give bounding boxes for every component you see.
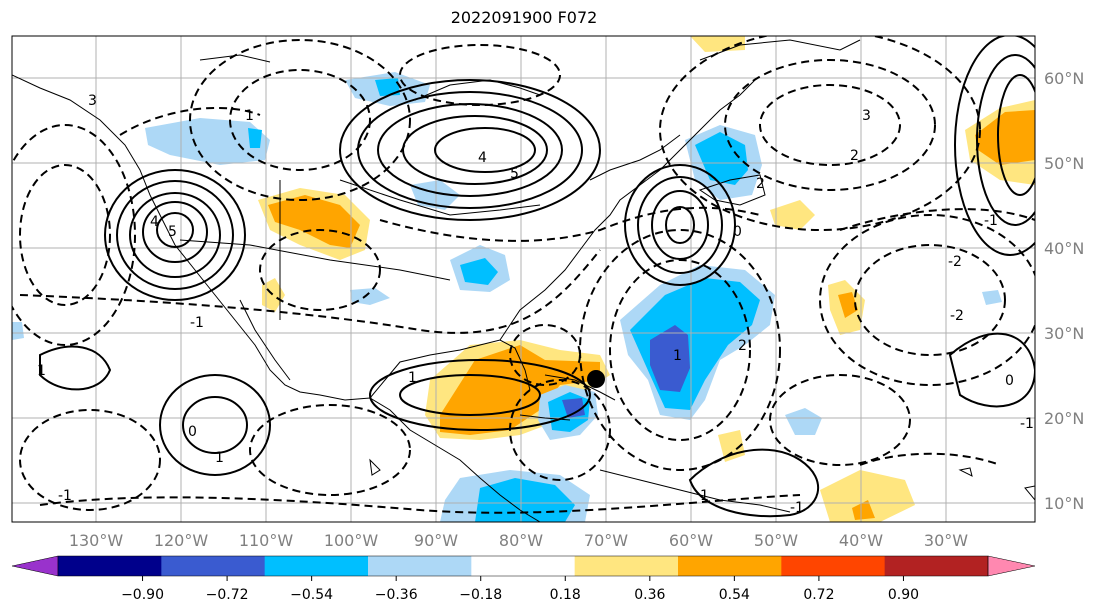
negative-anomaly-region [982,290,1002,305]
contour-label: -1 [58,488,72,504]
negative-anomaly-region [650,325,690,392]
colorbar-segments [58,556,989,576]
contour-label: 3 [862,108,871,124]
colorbar-segment [574,556,679,576]
longitude-labels: 130°W 120°W 110°W 100°W 90°W 80°W 70°W 6… [69,531,968,550]
colorbar-segment [884,556,989,576]
contour-label: 2 [738,338,747,354]
colorbar-ticks: −0.90 −0.72 −0.54 −0.36 −0.18 0.18 0.36 0.54 0.7… [121,576,919,603]
colorbar-segment [264,556,369,576]
colorbar-segment [161,556,266,576]
lon-label: 120°W [154,531,209,550]
colorbar-extend-min [11,555,59,577]
negative-anomaly-region [562,398,585,418]
colorbar-frame [57,555,989,577]
colorbar-tick-label: 0.72 [803,587,834,603]
lat-label: 10°N [1044,494,1084,513]
contour-label: -2 [950,308,964,324]
negative-anomaly-region [695,132,748,185]
negative-anomaly-region [248,128,262,148]
colorbar-segment [678,556,782,576]
colorbar-tick-label: −0.54 [290,587,333,603]
positive-anomaly-region [268,195,360,248]
positive-anomaly-region [975,110,1035,165]
storm-center-marker [587,370,605,388]
lon-label: 60°W [669,531,713,550]
lon-label: 70°W [584,531,628,550]
lat-label: 50°N [1044,154,1084,173]
contour-label: -1 [190,315,204,331]
lon-label: 110°W [239,531,294,550]
positive-anomaly-region [440,345,600,435]
contour-label: 0 [188,424,197,440]
colorbar-tick-label: 0.36 [634,587,665,603]
negative-anomaly-region [460,258,498,285]
contour-label: 0 [1005,373,1014,389]
map-content [12,36,1035,522]
contour-label: 5 [168,224,177,240]
contour-label: 1 [215,450,224,466]
colorbar-tick-label: −0.72 [206,587,249,603]
negative-anomaly-region [350,288,390,305]
contour-label: 1 [245,108,254,124]
graticule [12,36,1035,522]
contour-label: 1 [673,348,682,364]
contour-label: 2 [850,148,859,164]
contour-label: 0 [733,224,742,240]
colorbar-segment [781,556,886,576]
negative-anomaly-region [785,408,822,435]
contour-labels: 5 4 5 4 3 2 1 0 -1 -2 3 1 1 0 -1 1 2 -2 … [37,93,1034,516]
colorbar-tick-label: −0.18 [459,587,502,603]
positive-anomaly-region [838,292,858,318]
contour-label: 4 [478,150,487,166]
positive-anomaly-region [770,200,815,230]
lat-label: 30°N [1044,324,1084,343]
lat-label: 20°N [1044,409,1084,428]
contour-label: 4 [150,214,159,230]
lon-label: 90°W [414,531,458,550]
colorbar-tick-label: 0.18 [550,587,581,603]
colorbar-segment [58,556,162,576]
map-title: 2022091900 F072 [450,8,598,27]
positive-anomaly-region [852,500,875,520]
contour-label: -1 [984,213,998,229]
colorbar-tick-label: −0.36 [375,587,418,603]
contour-label: -1 [790,500,804,516]
lon-label: 30°W [924,531,968,550]
lat-label: 60°N [1044,69,1084,88]
colorbar-segment [368,556,472,576]
contour-label: 1 [408,370,417,386]
map-frame [11,35,1036,523]
positive-anomaly-region [262,278,285,312]
contour-label: -2 [948,254,962,270]
lon-label: 50°W [754,531,798,550]
lat-label: 40°N [1044,239,1084,258]
negative-contours [12,36,1035,514]
contour-label: 1 [37,363,46,379]
lon-label: 40°W [839,531,883,550]
contour-label: 1 [700,488,709,504]
colorbar-extend-max [987,555,1036,577]
lon-label: 130°W [69,531,124,550]
negative-anomaly-region [12,322,24,340]
positive-anomaly-region [718,430,745,462]
contour-label: -1 [1020,416,1034,432]
colorbar: −0.90 −0.72 −0.54 −0.36 −0.18 0.18 0.36 0.54 0.7… [11,555,1036,603]
contour-label: 5 [510,166,519,182]
negative-anomaly-region [375,78,400,96]
shading-layer [12,36,1035,522]
lon-label: 100°W [324,531,379,550]
colorbar-segment [471,556,576,576]
colorbar-tick-label: 0.90 [888,587,919,603]
colorbar-tick-label: 0.54 [719,587,750,603]
colorbar-tick-label: −0.90 [121,587,164,603]
positive-contours [39,36,1035,518]
contour-label: 3 [88,93,97,109]
positive-anomaly-region [820,470,915,522]
latitude-labels: 60°N 50°N 40°N 30°N 20°N 10°N [1044,69,1084,513]
contour-label: 2 [756,176,765,192]
lon-label: 80°W [499,531,543,550]
negative-anomaly-region [145,118,270,165]
